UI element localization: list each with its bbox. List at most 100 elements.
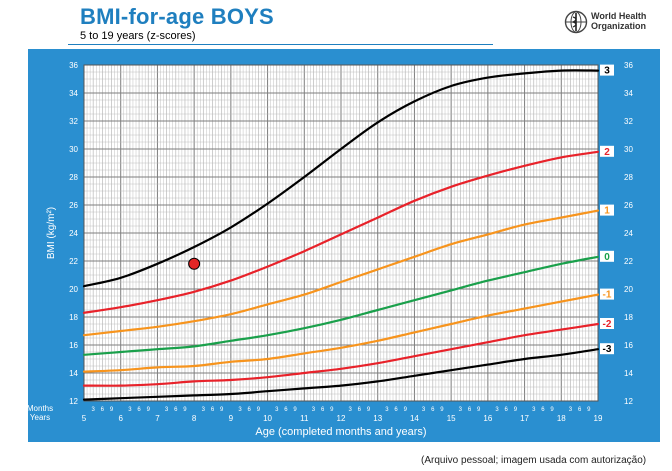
- who-name-line1: World Health: [591, 11, 647, 21]
- x-minor-tick-label: 9: [147, 407, 151, 413]
- x-minor-tick-label: 6: [137, 407, 141, 413]
- y-tick-label-left: 14: [69, 369, 78, 378]
- x-minor-tick-label: 3: [202, 407, 206, 413]
- x-minor-tick-label: 3: [312, 407, 316, 413]
- who-text: World Health Organization: [591, 11, 646, 31]
- y-tick-label-right: 26: [624, 201, 633, 210]
- plot-border: [83, 64, 599, 402]
- x-minor-tick-label: 6: [211, 407, 215, 413]
- x-minor-tick-label: 9: [257, 407, 261, 413]
- x-minor-tick-label: 3: [422, 407, 426, 413]
- x-minor-tick-label: 9: [330, 407, 334, 413]
- who-logo: World Health Organization: [564, 10, 672, 40]
- x-minor-tick-label: 6: [101, 407, 105, 413]
- y-tick-label-right: 24: [624, 229, 633, 238]
- y-tick-label-left: 32: [69, 117, 78, 126]
- grid: [83, 64, 599, 402]
- z-score-label: 3: [604, 66, 610, 77]
- x-minor-tick-label: 3: [532, 407, 536, 413]
- x-minor-tick-label: 3: [569, 407, 573, 413]
- x-minor-tick-label: 3: [385, 407, 389, 413]
- y-ticks-right: 12 14 16 18 20 22 24 26 28 30 32 34 36: [624, 61, 633, 406]
- y-tick-label-left: 22: [69, 257, 78, 266]
- x-minor-tick-label: 9: [220, 407, 224, 413]
- x-minor-tick-label: 9: [440, 407, 444, 413]
- z-score-labels: 3 2 1 0 -1 -2 -3: [600, 64, 614, 355]
- y-tick-label-left: 20: [69, 285, 78, 294]
- z-score-label-bg: [600, 204, 614, 216]
- x-minor-tick-label: 9: [477, 407, 481, 413]
- x-minor-tick-label: 6: [431, 407, 435, 413]
- x-minor-tick-label: 9: [183, 407, 187, 413]
- x-minor-tick-label: 6: [468, 407, 472, 413]
- x-minor-tick-label: 9: [293, 407, 297, 413]
- x-minor-tick-label: 3: [165, 407, 169, 413]
- x-row-label-months: Months: [28, 404, 53, 413]
- x-tick-label: 8: [192, 414, 197, 423]
- x-tick-label: 19: [594, 414, 603, 423]
- y-tick-label-right: 30: [624, 145, 633, 154]
- y-tick-label-right: 32: [624, 117, 633, 126]
- y-tick-label-right: 36: [624, 61, 633, 70]
- series-line-zminus2: [82, 322, 600, 387]
- y-tick-label-left: 18: [69, 313, 78, 322]
- x-tick-label: 9: [229, 414, 234, 423]
- x-ticks: 5 6 7 8 9 10 11 12 13 14 15 16 17 18 19: [82, 414, 603, 423]
- x-tick-label: 13: [373, 414, 382, 423]
- x-minor-tick-label: 9: [404, 407, 408, 413]
- x-minor-tick-label: 6: [248, 407, 252, 413]
- y-tick-label-right: 22: [624, 257, 633, 266]
- z-score-label: 0: [604, 252, 610, 263]
- x-minor-tick-label: 6: [505, 407, 509, 413]
- z-score-label: 1: [604, 206, 610, 217]
- x-tick-label: 11: [300, 414, 309, 423]
- x-minor-tick-label: 3: [238, 407, 242, 413]
- footnote: (Arquivo pessoal; imagem usada com autor…: [421, 455, 647, 466]
- y-tick-label-left: 26: [69, 201, 78, 210]
- z-score-label: 2: [604, 147, 610, 158]
- x-minor-tick-label: 3: [275, 407, 279, 413]
- chart-title: BMI-for-age BOYS: [80, 4, 274, 29]
- data-points: [188, 257, 201, 270]
- x-minor-tick-label: 9: [110, 407, 114, 413]
- series-line-zminus3: [82, 348, 600, 401]
- z-score-label: -1: [603, 290, 612, 301]
- z-score-label-bg: [600, 318, 614, 329]
- x-minor-tick-label: 9: [367, 407, 371, 413]
- y-ticks-left: 12 14 16 18 20 22 24 26 28 30 32 34 36: [69, 61, 78, 406]
- y-tick-label-left: 24: [69, 229, 78, 238]
- x-tick-label: 5: [82, 414, 87, 423]
- y-tick-label-left: 36: [69, 61, 78, 70]
- y-axis-label: BMI (kg/m²): [46, 207, 57, 259]
- x-minor-tick-label: 6: [578, 407, 582, 413]
- x-tick-label: 16: [483, 414, 492, 423]
- x-minor-tick-label: 6: [284, 407, 288, 413]
- y-tick-label-right: 12: [624, 397, 633, 406]
- x-minor-tick-label: 3: [495, 407, 499, 413]
- series-line-z2: [82, 150, 600, 314]
- x-tick-label: 12: [337, 414, 346, 423]
- x-minor-tick-label: 3: [128, 407, 132, 413]
- y-tick-label-right: 14: [624, 369, 633, 378]
- y-tick-label-right: 16: [624, 341, 633, 350]
- y-tick-label-left: 12: [69, 397, 78, 406]
- z-score-label-bg: [600, 343, 614, 355]
- x-tick-label: 6: [118, 414, 123, 423]
- x-minor-tick-label: 3: [92, 407, 96, 413]
- x-tick-label: 15: [447, 414, 456, 423]
- y-tick-label-right: 20: [624, 285, 633, 294]
- z-score-label-bg: [600, 145, 614, 157]
- z-score-label-bg: [600, 288, 614, 300]
- series-line-z0: [82, 255, 600, 356]
- x-minor-tick-label: 9: [587, 407, 591, 413]
- x-minor-tick-label: 6: [174, 407, 178, 413]
- title-underline: [68, 44, 493, 45]
- series-lines: [82, 69, 600, 401]
- x-tick-label: 17: [520, 414, 529, 423]
- z-score-label: -3: [603, 344, 612, 355]
- z-score-label-bg: [600, 64, 614, 76]
- x-axis-label: Age (completed months and years): [255, 426, 426, 438]
- x-minor-tick-label: 6: [321, 407, 325, 413]
